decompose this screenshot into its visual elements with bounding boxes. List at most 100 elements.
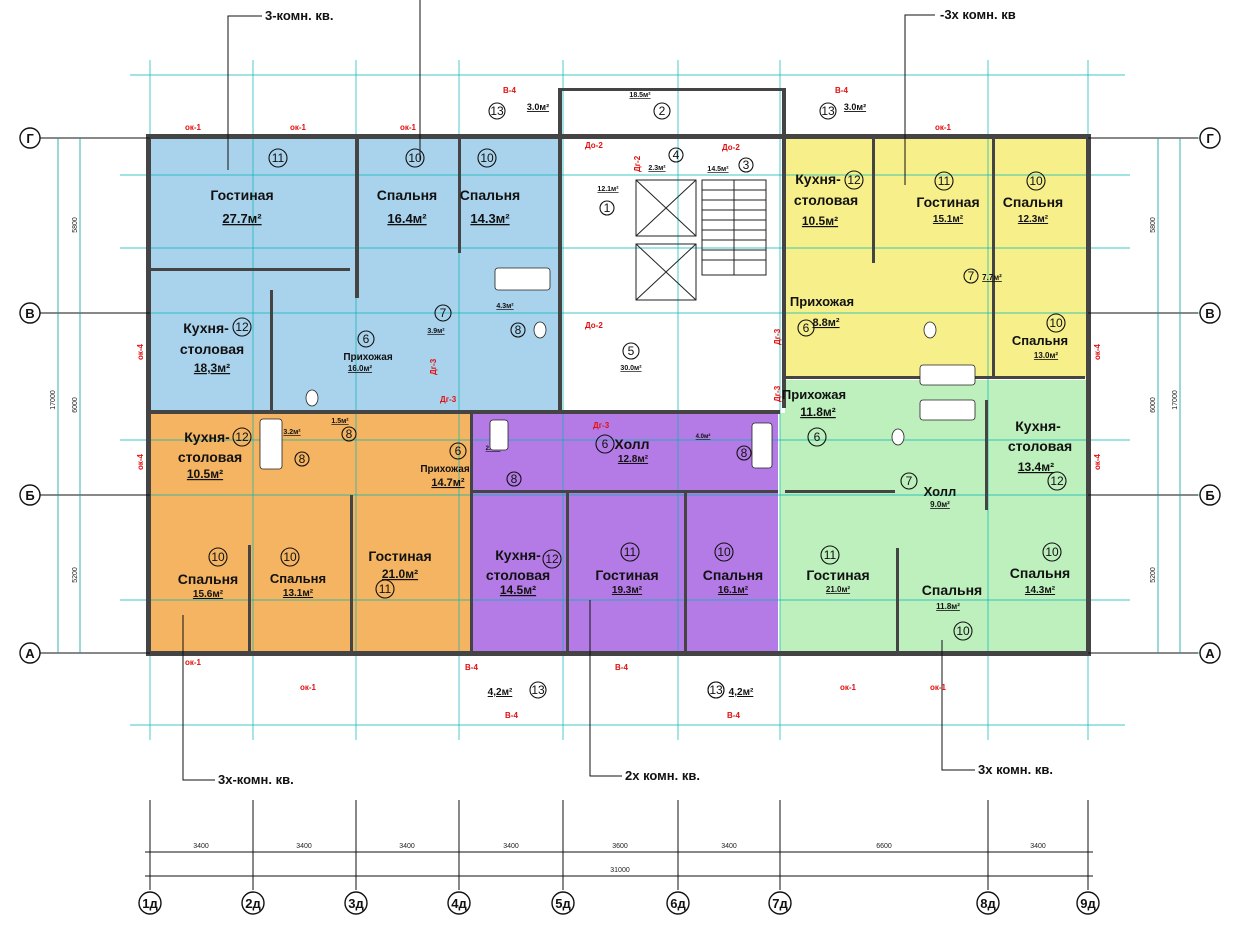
svg-text:Спальня: Спальня	[1010, 565, 1070, 581]
svg-text:3: 3	[743, 158, 750, 172]
axis-label-2d: 2д	[245, 896, 261, 911]
window-label: ок-1	[930, 683, 947, 692]
svg-text:6: 6	[814, 430, 821, 444]
svg-text:10: 10	[1049, 316, 1063, 330]
room-yellow-corr: 7 7.7м²	[963, 268, 1002, 284]
svg-text:столовая: столовая	[486, 567, 550, 583]
bottom-span-5: 3600	[612, 843, 628, 850]
apt-label-bottom-left: 3х-комн. кв.	[218, 772, 294, 787]
svg-text:Кухня-: Кухня-	[1015, 418, 1061, 434]
door-labels: До-2 До-2 До-2 Дг-2 Дг-3 Дг-3 Дг-3 Дг-3 …	[429, 141, 782, 430]
svg-text:15.6м²: 15.6м²	[193, 589, 224, 600]
svg-text:27.7м²: 27.7м²	[222, 211, 262, 226]
svg-text:13.1м²: 13.1м²	[283, 588, 314, 599]
door-label: Дг-2	[633, 155, 642, 172]
svg-text:11: 11	[272, 151, 285, 165]
svg-text:18,3м²: 18,3м²	[194, 361, 230, 375]
svg-text:15.1м²: 15.1м²	[933, 214, 964, 225]
bottom-span-1: 3400	[193, 843, 209, 850]
door-label: До-2	[585, 141, 603, 150]
svg-text:Кухня-: Кухня-	[183, 320, 229, 336]
svg-text:4.3м²: 4.3м²	[496, 303, 514, 310]
svg-text:4: 4	[673, 148, 680, 162]
room-orange-bath: 8 3.2м²	[283, 429, 310, 467]
svg-text:6: 6	[803, 321, 810, 335]
svg-text:3.2м²: 3.2м²	[283, 429, 301, 436]
zone-purple-bottom	[472, 493, 778, 653]
room-blue-bed1: 10 Спальня 16.4м²	[377, 148, 437, 226]
door-label: Дг-3	[593, 421, 610, 430]
side-dimensions: 17000 5800 6000 5200 17000 5800 6000 520…	[50, 138, 1181, 653]
svg-text:13.0м²: 13.0м²	[1034, 351, 1058, 360]
svg-text:3.0м²: 3.0м²	[844, 102, 866, 112]
svg-text:Гостиная: Гостиная	[806, 567, 869, 583]
bottom-span-4: 3400	[503, 843, 519, 850]
room-yellow-kitchen: 12 Кухня- столовая 10.5м²	[794, 170, 864, 228]
bottom-span-7: 6600	[876, 843, 892, 850]
door-label: До-2	[585, 321, 603, 330]
svg-text:10: 10	[408, 151, 422, 165]
room-purple-bed: 10 Спальня 16.1м²	[703, 542, 763, 596]
svg-text:10: 10	[1029, 174, 1043, 188]
svg-text:Холл: Холл	[924, 484, 957, 499]
window-label: ок-1	[400, 123, 417, 132]
axis-marker-right-B	[1199, 484, 1221, 506]
stair-core	[635, 179, 767, 301]
axis-label-left-V: В	[25, 306, 34, 321]
zone-orange	[150, 413, 470, 655]
room-blue-living: 11 Гостиная 27.7м²	[210, 148, 288, 226]
axis-label-4d: 4д	[451, 896, 467, 911]
svg-text:14.3м²: 14.3м²	[470, 211, 510, 226]
room-blue-balcony: 13 3.0м²	[488, 102, 549, 120]
axis-label-right-V: В	[1205, 306, 1214, 321]
fixtures	[259, 267, 976, 470]
svg-text:12.3м²: 12.3м²	[1018, 214, 1049, 225]
window-label: ок-1	[185, 123, 202, 132]
walls	[146, 88, 1091, 656]
svg-text:6: 6	[602, 437, 609, 451]
window-label: ок-4	[136, 343, 145, 360]
axis-marker-right-V	[1199, 302, 1221, 324]
axis-marker-right-A	[1199, 642, 1221, 664]
svg-text:8: 8	[741, 446, 748, 460]
svg-text:12: 12	[545, 552, 559, 566]
svg-text:8: 8	[346, 427, 353, 441]
svg-text:4,2м²: 4,2м²	[488, 687, 513, 698]
room-yellow-balcony: 13 3.0м²	[819, 102, 866, 120]
svg-text:7.7м²: 7.7м²	[982, 273, 1002, 282]
window-label: ок-1	[290, 123, 307, 132]
svg-text:3.9м²: 3.9м²	[427, 328, 445, 335]
axis-marker-2d	[241, 891, 265, 915]
svg-text:1.5м²: 1.5м²	[331, 418, 349, 425]
window-label: В-4	[465, 663, 478, 672]
svg-text:Спальня: Спальня	[377, 187, 437, 203]
door-label: Дг-3	[429, 358, 438, 375]
room-green-balcony	[707, 681, 725, 699]
room-orange-wc: 8 1.5м²	[331, 418, 357, 442]
room-purple-balcony: 13 4,2м²	[707, 681, 754, 699]
svg-text:Спальня: Спальня	[178, 571, 238, 587]
window-label: В-4	[503, 86, 516, 95]
axis-marker-7d	[768, 891, 792, 915]
svg-text:Кухня-: Кухня-	[495, 547, 541, 563]
window-label: В-4	[505, 711, 518, 720]
svg-text:10: 10	[1045, 545, 1059, 559]
bottom-span-8: 3400	[1030, 843, 1046, 850]
room-orange-balcony: 13 4,2м²	[488, 681, 547, 699]
svg-text:Гостиная: Гостиная	[916, 194, 979, 210]
svg-text:10: 10	[480, 151, 494, 165]
window-label: В-4	[835, 86, 848, 95]
room-yellow-hall: 6 Прихожая 8.8м²	[790, 294, 854, 337]
svg-text:4,2м²: 4,2м²	[729, 687, 754, 698]
svg-text:Кухня-: Кухня-	[795, 171, 841, 187]
svg-text:30.0м²: 30.0м²	[620, 365, 642, 372]
room-yellow-bed1: 10 Спальня 12.3м²	[1003, 171, 1063, 225]
door-label: Дг-3	[773, 328, 782, 345]
svg-text:14.3м²: 14.3м²	[1025, 585, 1056, 596]
apt-label-bottom-middle: 2х комн. кв.	[625, 768, 700, 783]
room-orange-hall: 6 Прихожая 14.7м²	[420, 442, 470, 489]
room-core-hall: 5 30.0м²	[620, 342, 642, 372]
axis-marker-left-G	[19, 127, 41, 149]
svg-text:16.1м²: 16.1м²	[718, 585, 749, 596]
